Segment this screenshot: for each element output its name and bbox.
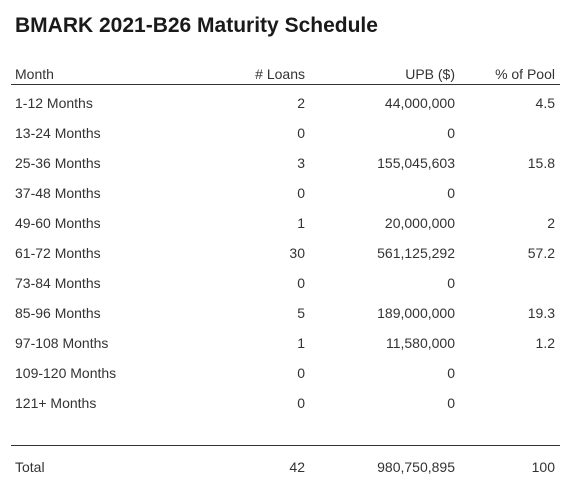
row-month: 97-108 Months <box>15 335 109 351</box>
row-loans: 0 <box>297 275 305 291</box>
total-row: Total 42 980,750,895 100 <box>11 450 560 480</box>
row-month: 37-48 Months <box>15 185 101 201</box>
table-header: Month # Loans UPB ($) % of Pool <box>11 64 560 85</box>
maturity-table: Month # Loans UPB ($) % of Pool 1-12 Mon… <box>11 64 560 415</box>
row-loans: 0 <box>297 395 305 411</box>
column-header-pct: % of Pool <box>495 66 555 82</box>
table-row: 121+ Months 0 0 <box>11 385 560 415</box>
row-pct: 2 <box>547 215 555 231</box>
page-title: BMARK 2021-B26 Maturity Schedule <box>15 14 378 37</box>
total-pct: 100 <box>531 459 555 475</box>
table-row: 85-96 Months 5 189,000,000 19.3 <box>11 295 560 325</box>
row-month: 13-24 Months <box>15 125 101 141</box>
row-loans: 3 <box>297 155 305 171</box>
row-loans: 0 <box>297 365 305 381</box>
row-month: 85-96 Months <box>15 305 101 321</box>
row-upb: 0 <box>447 365 455 381</box>
table-row: 25-36 Months 3 155,045,603 15.8 <box>11 145 560 175</box>
table-row: 73-84 Months 0 0 <box>11 265 560 295</box>
row-loans: 2 <box>297 95 305 111</box>
row-month: 49-60 Months <box>15 215 101 231</box>
row-loans: 5 <box>297 305 305 321</box>
row-upb: 155,045,603 <box>377 155 455 171</box>
total-label: Total <box>15 459 45 475</box>
row-month: 25-36 Months <box>15 155 101 171</box>
row-upb: 0 <box>447 275 455 291</box>
table-row: 61-72 Months 30 561,125,292 57.2 <box>11 235 560 265</box>
row-loans: 1 <box>297 215 305 231</box>
row-month: 61-72 Months <box>15 245 101 261</box>
row-pct: 4.5 <box>535 95 555 111</box>
row-pct: 57.2 <box>527 245 555 261</box>
row-loans: 0 <box>297 185 305 201</box>
row-upb: 0 <box>447 185 455 201</box>
row-upb: 0 <box>447 125 455 141</box>
row-upb: 561,125,292 <box>377 245 455 261</box>
row-pct: 19.3 <box>527 305 555 321</box>
table-row: 37-48 Months 0 0 <box>11 175 560 205</box>
total-divider <box>11 445 560 446</box>
table-row: 109-120 Months 0 0 <box>11 355 560 385</box>
row-loans: 30 <box>289 245 305 261</box>
row-month: 121+ Months <box>15 395 97 411</box>
row-upb: 189,000,000 <box>377 305 455 321</box>
row-upb: 20,000,000 <box>384 215 455 231</box>
column-header-loans: # Loans <box>255 66 305 82</box>
row-month: 109-120 Months <box>15 365 117 381</box>
table-row: 49-60 Months 1 20,000,000 2 <box>11 205 560 235</box>
column-header-upb: UPB ($) <box>405 66 455 82</box>
row-upb: 0 <box>447 395 455 411</box>
column-header-month: Month <box>15 66 54 82</box>
row-loans: 0 <box>297 125 305 141</box>
row-upb: 44,000,000 <box>384 95 455 111</box>
row-upb: 11,580,000 <box>385 335 455 351</box>
row-pct: 15.8 <box>527 155 555 171</box>
row-month: 1-12 Months <box>15 95 93 111</box>
row-loans: 1 <box>297 335 305 351</box>
table-row: 13-24 Months 0 0 <box>11 115 560 145</box>
table-row: 97-108 Months 1 11,580,000 1.2 <box>11 325 560 355</box>
total-loans: 42 <box>289 459 305 475</box>
row-month: 73-84 Months <box>15 275 101 291</box>
row-pct: 1.2 <box>535 335 555 351</box>
total-upb: 980,750,895 <box>377 459 455 475</box>
table-row: 1-12 Months 2 44,000,000 4.5 <box>11 85 560 115</box>
